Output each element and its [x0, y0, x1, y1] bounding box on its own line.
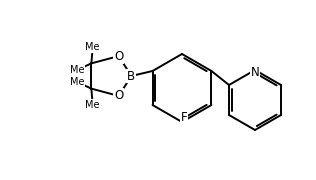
Text: O: O: [114, 89, 123, 102]
Text: B: B: [127, 69, 136, 82]
Text: Me: Me: [70, 65, 84, 75]
Text: Me: Me: [70, 77, 84, 87]
Text: O: O: [114, 50, 123, 63]
Text: Me: Me: [86, 42, 100, 52]
Text: Me: Me: [86, 100, 100, 110]
Text: F: F: [181, 111, 187, 123]
Text: N: N: [251, 66, 259, 78]
